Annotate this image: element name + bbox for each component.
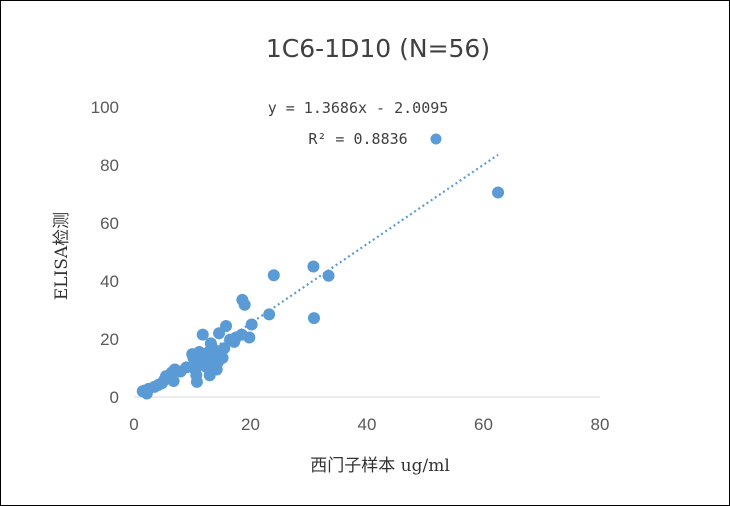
y-tick-label: 100 — [91, 98, 119, 117]
data-point — [190, 375, 203, 388]
data-point — [322, 269, 335, 282]
data-point — [216, 351, 229, 364]
x-tick-label: 0 — [129, 415, 138, 434]
data-point — [307, 260, 320, 273]
y-tick-label: 0 — [110, 388, 119, 407]
y-axis-title: ELISA检测 — [52, 212, 72, 300]
data-point — [243, 331, 256, 344]
y-tick-label: 20 — [100, 330, 119, 349]
y-tick-label: 60 — [100, 214, 119, 233]
data-point — [238, 298, 251, 311]
y-tick-label: 80 — [100, 156, 119, 175]
r-squared-label: R² = 0.8836 — [308, 130, 407, 148]
chart-title: 1C6-1D10 (N=56) — [266, 34, 490, 63]
x-axis-title: 西门子样本 ug/ml — [310, 456, 450, 476]
data-point — [136, 385, 149, 398]
data-point — [307, 312, 320, 325]
x-tick-label: 20 — [241, 415, 260, 434]
data-point — [180, 361, 193, 374]
data-point — [220, 319, 233, 332]
data-point — [492, 186, 505, 199]
x-tick-label: 40 — [358, 415, 377, 434]
x-tick-label: 80 — [591, 415, 610, 434]
y-axis-ticks: 0 20 40 60 80 100 — [91, 98, 119, 407]
legend-marker — [430, 133, 442, 145]
data-point — [196, 328, 209, 341]
y-tick-label: 40 — [100, 272, 119, 291]
data-point — [245, 318, 258, 331]
x-tick-label: 60 — [474, 415, 493, 434]
data-point — [263, 308, 276, 321]
x-axis-ticks: 0 20 40 60 80 — [129, 415, 609, 434]
data-point — [218, 342, 231, 355]
data-point — [267, 269, 280, 282]
data-points — [136, 186, 505, 400]
data-point — [167, 375, 180, 388]
trendline-equation: y = 1.3686x - 2.0095 — [268, 99, 449, 117]
